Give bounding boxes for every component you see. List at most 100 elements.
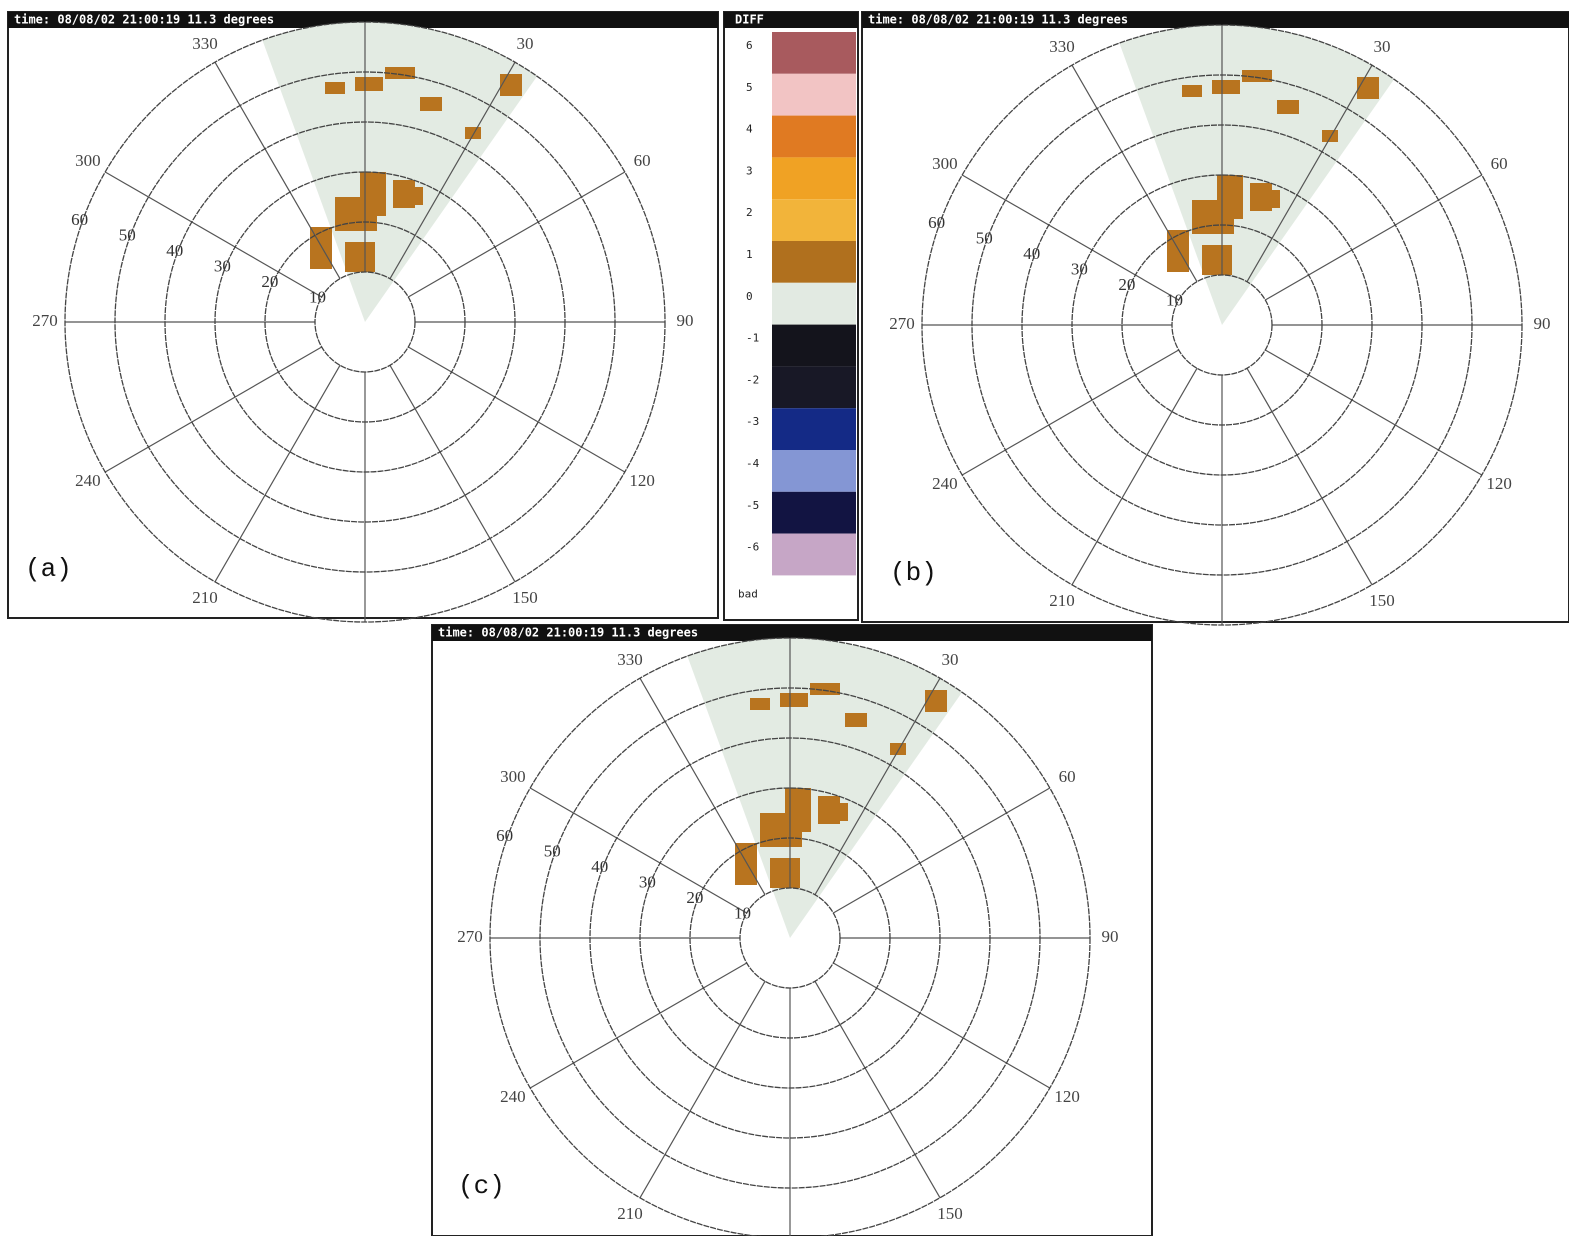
legend-label: 0: [746, 290, 753, 303]
azimuth-label: 120: [1054, 1087, 1080, 1106]
panel-label: (a): [25, 554, 72, 584]
radial-line: [639, 981, 766, 1199]
range-ring: [1021, 124, 1423, 526]
legend-label: -3: [746, 415, 759, 428]
range-label: 50: [119, 226, 136, 245]
azimuth-label: 60: [1491, 154, 1508, 173]
range-label: 40: [1023, 244, 1040, 263]
range-ring: [64, 21, 666, 623]
range-ring: [314, 271, 416, 373]
panel-label: (b): [890, 558, 937, 588]
echo-patch: [1217, 175, 1243, 219]
legend-bad-label: bad: [738, 587, 758, 600]
legend-title: DIFF: [735, 13, 764, 27]
header-bar: [8, 12, 718, 28]
echo-patch: [355, 77, 383, 91]
legend-label: 4: [746, 123, 753, 136]
radial-line: [814, 981, 941, 1199]
legend-label: -1: [746, 332, 759, 345]
azimuth-label: 90: [1534, 314, 1551, 333]
legend-swatch: [772, 241, 856, 283]
range-label: 20: [261, 272, 278, 291]
header-bar: [432, 625, 1152, 641]
azimuth-label: 30: [517, 34, 534, 53]
range-label: 40: [591, 857, 608, 876]
echo-patch: [1212, 80, 1240, 94]
range-label: 50: [544, 842, 561, 861]
azimuth-label: 210: [1049, 591, 1075, 610]
echo-patch: [500, 74, 522, 96]
range-label: 30: [214, 257, 231, 276]
radial-line: [814, 677, 941, 895]
radial-line: [833, 787, 1051, 914]
radial-line: [389, 61, 516, 279]
radial-line: [389, 365, 516, 583]
echo-patch: [325, 82, 345, 94]
legend-label: -2: [746, 373, 759, 386]
echo-patch: [405, 187, 423, 205]
echo-patch: [465, 127, 481, 139]
header-text: time: 08/08/02 21:00:19 11.3 degrees: [868, 13, 1128, 27]
echo-patch: [420, 97, 442, 111]
scan-wedge: [1119, 25, 1395, 325]
echo-patch: [1322, 130, 1338, 142]
echo-patch: [1277, 100, 1299, 114]
range-ring: [214, 171, 516, 473]
echo-patch: [310, 227, 332, 269]
azimuth-label: 270: [889, 314, 915, 333]
legend-label: 6: [746, 39, 753, 52]
range-ring: [489, 637, 1091, 1236]
range-label: 10: [734, 903, 751, 922]
echo-patch: [360, 172, 386, 216]
azimuth-label: 240: [75, 471, 101, 490]
radial-line: [104, 171, 322, 298]
legend-swatch: [772, 157, 856, 200]
range-label: 20: [686, 888, 703, 907]
header-text: time: 08/08/02 21:00:19 11.3 degrees: [14, 13, 274, 27]
echo-patch: [925, 690, 947, 712]
header-bar: [862, 12, 1569, 28]
legend-label: 2: [746, 206, 753, 219]
azimuth-label: 60: [1059, 767, 1076, 786]
legend-swatch: [772, 324, 856, 367]
radial-line: [104, 346, 322, 473]
azimuth-label: 300: [75, 151, 101, 170]
range-ring: [1071, 174, 1373, 476]
echo-patch: [770, 858, 800, 888]
radar-panel: time: 08/08/02 21:00:19 11.3 degrees 10 20…: [861, 11, 1569, 626]
range-label: 20: [1118, 275, 1135, 294]
azimuth-label: 90: [1102, 927, 1119, 946]
radial-line: [961, 174, 1179, 301]
radar-panel: time: 08/08/02 21:00:19 11.3 degrees 10 20…: [431, 624, 1153, 1236]
echo-patch: [1167, 230, 1189, 272]
legend-swatch: [772, 366, 856, 409]
range-label: 50: [976, 229, 993, 248]
range-ring: [539, 687, 1041, 1189]
radial-line: [1265, 349, 1483, 476]
legend-header: [724, 12, 858, 28]
legend-swatch: [772, 491, 856, 534]
echo-patch: [845, 713, 867, 727]
color-legend: DIFF 6 5 4 3 2 1 0 -1 -2 -3 -4 -5 -6 bad: [723, 11, 859, 621]
azimuth-label: 150: [512, 588, 538, 607]
radial-line: [408, 171, 626, 298]
legend-swatch: [772, 32, 856, 74]
range-ring: [971, 74, 1473, 576]
header-text: time: 08/08/02 21:00:19 11.3 degrees: [438, 626, 698, 640]
range-label: 10: [309, 287, 326, 306]
range-ring: [639, 787, 941, 1089]
azimuth-label: 300: [500, 767, 526, 786]
panel-label: (c): [458, 1171, 505, 1201]
azimuth-label: 300: [932, 154, 958, 173]
echo-patch: [1202, 245, 1232, 275]
azimuth-label: 30: [1374, 37, 1391, 56]
legend-swatch: [772, 115, 856, 158]
echo-patch: [345, 242, 375, 272]
range-ring: [1121, 224, 1323, 426]
range-ring: [589, 737, 991, 1139]
range-ring: [1171, 274, 1273, 376]
range-label: 60: [71, 210, 88, 229]
echo-patch: [830, 803, 848, 821]
azimuth-label: 60: [634, 151, 651, 170]
